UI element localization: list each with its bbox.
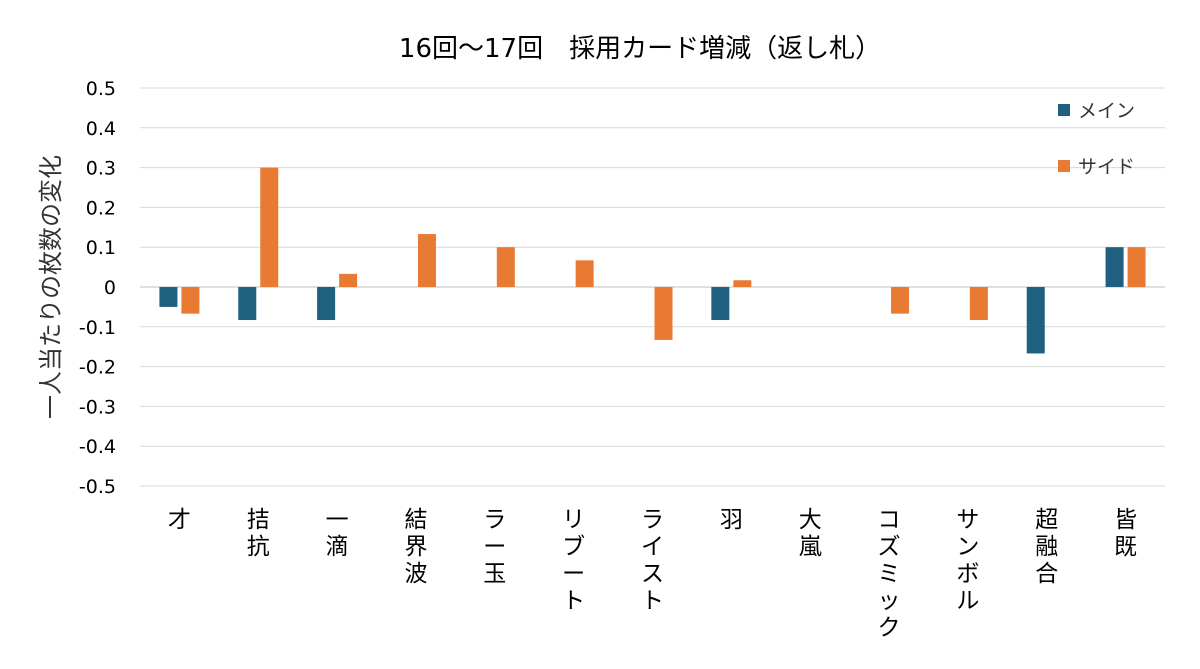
x-tick-label: ス [641, 561, 664, 587]
bar-main [711, 287, 730, 321]
y-tick-label: -0.5 [79, 476, 116, 498]
x-tick-label: ク [878, 615, 901, 641]
x-tick-label: ミ [878, 561, 901, 587]
x-tick-label: 嵐 [799, 534, 822, 560]
x-tick-label: ー [483, 534, 506, 560]
y-tick-label: -0.2 [79, 357, 116, 379]
y-tick-label: -0.3 [79, 396, 116, 418]
chart-title: 16回～17回 採用カード増減（返し札） [399, 34, 881, 64]
x-tick-label: ト [641, 588, 664, 614]
y-tick-label: 0 [104, 277, 116, 299]
x-tick-label: 抗 [247, 534, 270, 560]
bar-main [1105, 247, 1124, 287]
x-tick-label: ラ [641, 507, 664, 533]
x-tick-label: 界 [404, 534, 427, 560]
x-tick-label: 才 [168, 507, 191, 533]
x-axis-ticks: 才拮抗一滴結界波ラー玉リブートライスト羽 大嵐コズミックサンボル超融合皆既 [168, 507, 1137, 641]
x-tick-label: リ [562, 507, 585, 533]
y-tick-label: 0.5 [86, 78, 116, 100]
bar-side [891, 287, 910, 314]
y-tick-label: 0.2 [86, 197, 116, 219]
x-tick-label: コ [878, 507, 901, 533]
x-tick-label: 超 [1035, 507, 1058, 533]
bar-main [238, 287, 257, 321]
x-tick-label: 滴 [326, 534, 349, 560]
y-tick-label: 0.4 [86, 118, 116, 140]
y-tick-label: 0.3 [86, 158, 116, 180]
legend-swatch [1058, 104, 1070, 116]
bar-side [496, 247, 515, 287]
x-tick-label: 既 [1114, 534, 1137, 560]
x-tick-label: 羽 [720, 507, 743, 533]
x-tick-label: 融 [1035, 534, 1058, 560]
legend-swatch [1058, 160, 1070, 172]
x-tick-label: 一 [326, 507, 349, 533]
x-tick-label: 皆 [1114, 507, 1137, 533]
x-tick-label: ブ [562, 534, 585, 560]
bar-side [575, 260, 594, 287]
y-axis-label: 一人当たりの枚数の変化 [37, 155, 65, 419]
x-tick-label: 結 [404, 507, 427, 533]
x-tick-label: ン [956, 534, 979, 560]
y-tick-label: -0.4 [79, 436, 116, 458]
x-tick-label: ル [956, 588, 979, 614]
x-tick-label: ラ [483, 507, 506, 533]
bar-side [733, 280, 752, 287]
y-tick-label: 0.1 [86, 237, 116, 259]
bar-side [969, 287, 988, 321]
x-tick-label: 拮 [247, 507, 270, 533]
x-tick-label: ー [562, 561, 585, 587]
bar-side [654, 287, 673, 340]
bar-side [260, 167, 279, 287]
legend-label: サイド [1078, 156, 1135, 178]
legend-label: メイン [1078, 100, 1135, 122]
bar-main [317, 287, 336, 321]
x-tick-label: ボ [956, 561, 979, 587]
bar-side [339, 273, 358, 287]
gridlines [140, 87, 1165, 487]
x-tick-label: 合 [1035, 561, 1058, 587]
bar-side [1127, 247, 1146, 287]
y-tick-label: -0.1 [79, 317, 116, 339]
y-axis-ticks: 0.5 0.4 0.3 0.2 0.1 0 -0.1 -0.2 -0.3 -0.4 -0.5 [79, 78, 116, 498]
x-tick-label: ズ [878, 534, 901, 560]
x-tick-label: イ [641, 534, 664, 560]
x-tick-label: 大 [799, 507, 822, 533]
x-tick-label: 波 [404, 561, 427, 587]
bar-side [181, 287, 200, 314]
bar-main [1026, 287, 1045, 354]
bar-main [159, 287, 178, 307]
bars [159, 167, 1146, 354]
x-tick-label: サ [956, 507, 979, 533]
x-tick-label: 玉 [483, 561, 506, 587]
x-tick-label: ト [562, 588, 585, 614]
bar-side [417, 234, 436, 287]
x-tick-label: ッ [878, 588, 901, 614]
